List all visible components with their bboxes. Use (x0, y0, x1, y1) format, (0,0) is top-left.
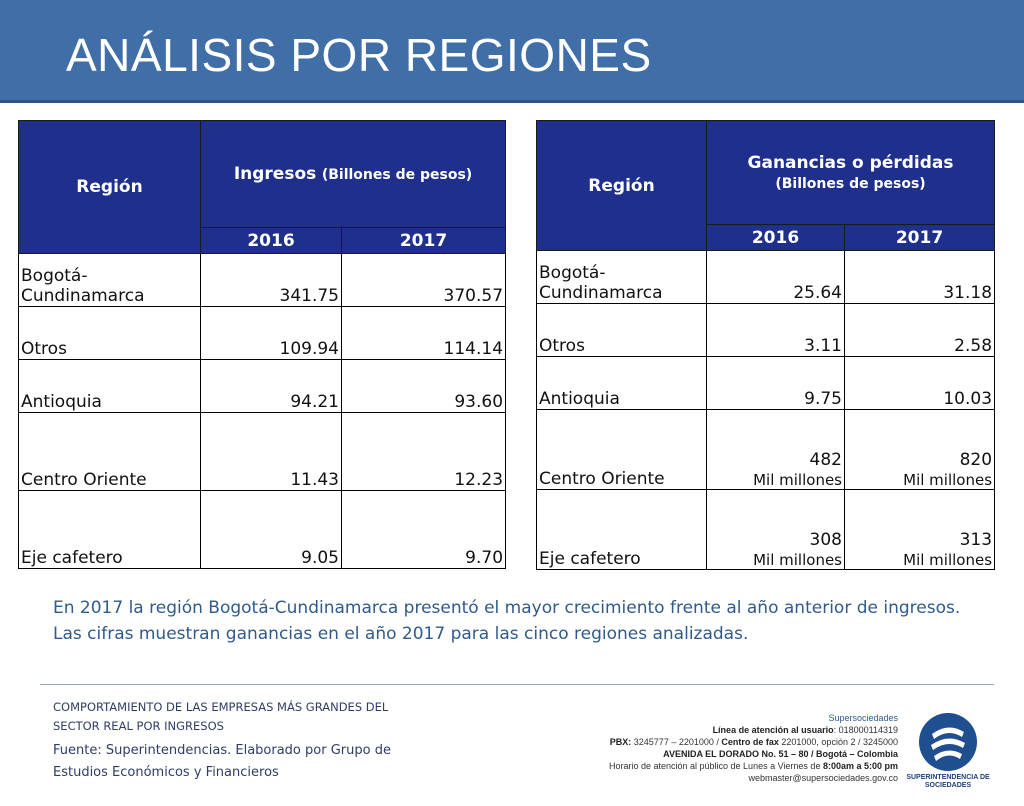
table-row: Otros 109.94 114.14 (18, 306, 507, 360)
helpline-label: Línea de atención al usuario (712, 725, 834, 735)
year-2016-header: 2016 (706, 224, 845, 251)
email-link[interactable]: webmaster@supersociedades.gov.co (748, 773, 898, 783)
page-title: ANÁLISIS POR REGIONES (66, 29, 652, 81)
value-2017-cell: 114.14 (340, 306, 507, 360)
ingresos-header: Ingresos (Billones de pesos) (199, 120, 507, 228)
hours-value: 8:00am a 5:00 pm (822, 761, 898, 771)
value-2016-cell: 482 Mil millones (706, 409, 845, 490)
value-2017-cell: 370.57 (340, 253, 507, 307)
year-2017-header: 2017 (340, 227, 507, 254)
value-2016-cell: 11.43 (200, 412, 342, 491)
region-cell: Centro Oriente (536, 409, 707, 490)
fax-value: 2201000, opción 2 / 3245000 (778, 737, 898, 747)
table-row: Centro Oriente 11.43 12.23 (18, 412, 507, 491)
table-row: Centro Oriente 482 Mil millones 820 Mil … (536, 409, 996, 490)
ingresos-table: Región Ingresos (Billones de pesos) 2016… (18, 120, 507, 569)
value-2017-cell: 9.70 (340, 490, 507, 569)
table-row: Bogotá-Cundinamarca 341.75 370.57 (18, 253, 507, 307)
region-cell: Eje cafetero (18, 490, 201, 569)
analysis-notes: En 2017 la región Bogotá-Cundinamarca pr… (53, 595, 1003, 647)
value-2016-cell: 109.94 (200, 306, 342, 360)
note-line-1: En 2017 la región Bogotá-Cundinamarca pr… (53, 598, 961, 618)
region-cell: Centro Oriente (18, 412, 201, 491)
helpline-value: : 018000114319 (833, 725, 898, 735)
year-2017-header: 2017 (843, 224, 996, 251)
ingresos-header-main: Ingresos (233, 164, 317, 184)
value-2017-cell: 93.60 (340, 359, 507, 413)
ganancias-table: Región Ganancias o pérdidas (Billones de… (536, 120, 996, 570)
value-number: 313 (959, 530, 993, 550)
value-2016-cell: 341.75 (200, 253, 342, 307)
value-2016-cell: 308 Mil millones (706, 489, 845, 570)
org-name: Supersociedades (828, 713, 898, 723)
hours: Horario de atención al público de Lunes … (538, 760, 898, 772)
note-line-2: Las cifras muestran ganancias en el año … (53, 624, 749, 644)
value-2017-cell: 2.58 (843, 303, 996, 357)
value-2017-cell: 31.18 (843, 250, 996, 304)
value-unit: Mil millones (903, 471, 993, 489)
table-row: Antioquia 9.75 10.03 (536, 356, 996, 410)
pbx-value: 3245777 – 2201000 / (631, 737, 722, 747)
value-2016-cell: 9.05 (200, 490, 342, 569)
value-2017-cell: 12.23 (340, 412, 507, 491)
hours-prefix: Horario de atención al público de Lunes … (608, 761, 823, 771)
report-subtitle-line1: COMPORTAMIENTO DE LAS EMPRESAS MÁS GRAND… (53, 700, 389, 714)
table-row: Antioquia 94.21 93.60 (18, 359, 507, 413)
value-unit: Mil millones (753, 471, 842, 489)
footer-info: COMPORTAMIENTO DE LAS EMPRESAS MÁS GRAND… (53, 698, 433, 784)
ganancias-header: Ganancias o pérdidas (Billones de pesos) (705, 120, 996, 225)
region-cell: Antioquia (536, 356, 707, 410)
table-row: Bogotá-Cundinamarca 25.64 31.18 (536, 250, 996, 304)
value-number: 820 (959, 450, 993, 470)
fax-label: Centro de fax (721, 737, 779, 747)
value-unit: Mil millones (903, 551, 993, 569)
title-bar: ANÁLISIS POR REGIONES (0, 0, 1024, 103)
value-2016-cell: 3.11 (706, 303, 845, 357)
year-2016-header: 2016 (200, 227, 342, 254)
helpline: Línea de atención al usuario: 0180001143… (538, 724, 898, 736)
contact-block: Supersociedades Línea de atención al usu… (538, 712, 898, 784)
value-number: 482 (809, 450, 842, 470)
pbx-label: PBX: (609, 737, 632, 747)
region-header: Región (18, 120, 201, 254)
footer-divider (40, 684, 994, 685)
ingresos-header-unit: (Billones de pesos) (321, 167, 473, 183)
table-row: Eje cafetero 308 Mil millones 313 Mil mi… (536, 489, 996, 570)
ganancias-header-main: Ganancias o pérdidas (747, 153, 954, 173)
value-2017-cell: 10.03 (843, 356, 996, 410)
logo-text: SUPERINTENDENCIA DE SOCIEDADES (906, 774, 990, 789)
value-2017-cell: 820 Mil millones (843, 409, 996, 490)
table-row: Otros 3.11 2.58 (536, 303, 996, 357)
report-subtitle: COMPORTAMIENTO DE LAS EMPRESAS MÁS GRAND… (53, 698, 433, 736)
source-note: Fuente: Superintendencias. Elaborado por… (53, 743, 391, 780)
supersociedades-logo-icon (919, 713, 977, 771)
value-2017-cell: 313 Mil millones (843, 489, 996, 570)
region-cell: Bogotá-Cundinamarca (18, 253, 201, 307)
report-subtitle-line2: SECTOR REAL POR INGRESOS (53, 719, 224, 733)
region-cell: Otros (18, 306, 201, 360)
region-cell: Otros (536, 303, 707, 357)
value-number: 308 (809, 530, 842, 550)
region-header: Región (536, 120, 707, 251)
ganancias-header-unit: (Billones de pesos) (775, 176, 926, 192)
region-cell: Antioquia (18, 359, 201, 413)
region-cell: Eje cafetero (536, 489, 707, 570)
value-2016-cell: 9.75 (706, 356, 845, 410)
value-unit: Mil millones (753, 551, 842, 569)
region-cell: Bogotá-Cundinamarca (536, 250, 707, 304)
value-2016-cell: 25.64 (706, 250, 845, 304)
table-row: Eje cafetero 9.05 9.70 (18, 490, 507, 569)
pbx-fax: PBX: 3245777 – 2201000 / Centro de fax 2… (538, 736, 898, 748)
value-2016-cell: 94.21 (200, 359, 342, 413)
address: AVENIDA EL DORADO No. 51 – 80 / Bogotá –… (663, 749, 898, 759)
